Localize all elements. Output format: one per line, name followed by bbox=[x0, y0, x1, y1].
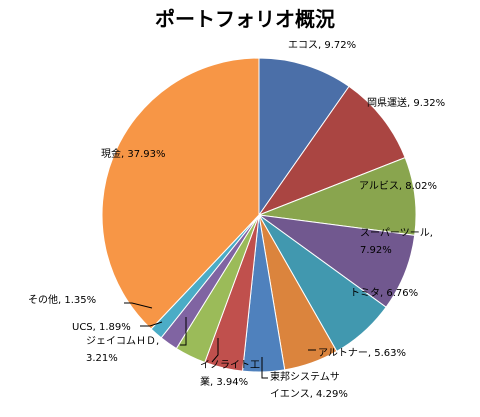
slice-label-line: 東邦システムサ bbox=[270, 370, 340, 383]
slice-label-line: 岡県運送, 9.32% bbox=[367, 96, 445, 109]
slice-label-9: ジェイコムＨＤ, 3.21% bbox=[86, 335, 159, 364]
slice-label-11: その他, 1.35% bbox=[28, 293, 96, 306]
chart-title: ポートフォリオ概況 bbox=[155, 7, 335, 31]
slice-label-line: イノライト工 bbox=[200, 359, 260, 371]
leader-line-11 bbox=[124, 302, 153, 309]
slice-label-2: 岡県運送, 9.32% bbox=[367, 96, 445, 109]
slice-label-10: UCS, 1.89% bbox=[72, 322, 131, 333]
slice-label-line: エコス, 9.72% bbox=[288, 40, 356, 51]
slice-label-4: スーパーツール, 7.92% bbox=[360, 227, 433, 256]
pie-slices bbox=[101, 57, 417, 373]
slice-label-line: イエンス, 4.29% bbox=[270, 389, 348, 400]
leader-line-8 bbox=[211, 338, 219, 363]
slice-label-line: 3.21% bbox=[86, 353, 118, 364]
slice-label-line: アルビス, 8.02% bbox=[359, 180, 437, 192]
slice-label-line: 現金, 37.93% bbox=[101, 147, 166, 160]
leader-lines bbox=[124, 302, 316, 379]
slice-label-5: トミタ, 6.76% bbox=[350, 287, 418, 299]
slice-labels: エコス, 9.72% 岡県運送, 9.32% アルビス, 8.02% スーパーツール,… bbox=[28, 40, 445, 400]
slice-label-line: アルトナー, 5.63% bbox=[318, 347, 406, 359]
slice-label-line: 業, 3.94% bbox=[200, 375, 248, 388]
slice-label-1: エコス, 9.72% bbox=[288, 40, 356, 51]
slice-label-line: トミタ, 6.76% bbox=[350, 287, 418, 299]
leader-line-7 bbox=[261, 357, 268, 379]
leader-line-9 bbox=[180, 317, 187, 346]
slice-label-3: アルビス, 8.02% bbox=[359, 180, 437, 192]
slice-label-line: スーパーツール, bbox=[360, 227, 433, 239]
slice-label-line: UCS, 1.89% bbox=[72, 322, 131, 333]
slice-label-8: イノライト工業, 3.94% bbox=[200, 359, 260, 388]
pie-slice-12 bbox=[101, 57, 260, 330]
slice-label-12: 現金, 37.93% bbox=[101, 147, 166, 160]
slice-label-line: 7.92% bbox=[360, 245, 392, 256]
pie-slice-1 bbox=[258, 57, 350, 217]
slice-label-7: 東邦システムサイエンス, 4.29% bbox=[270, 370, 348, 400]
slice-label-line: ジェイコムＨＤ, bbox=[86, 335, 159, 347]
slice-label-6: アルトナー, 5.63% bbox=[318, 347, 406, 359]
leader-line-10 bbox=[140, 321, 163, 327]
slice-label-line: その他, 1.35% bbox=[28, 293, 96, 306]
pie-slice-2 bbox=[257, 85, 406, 217]
